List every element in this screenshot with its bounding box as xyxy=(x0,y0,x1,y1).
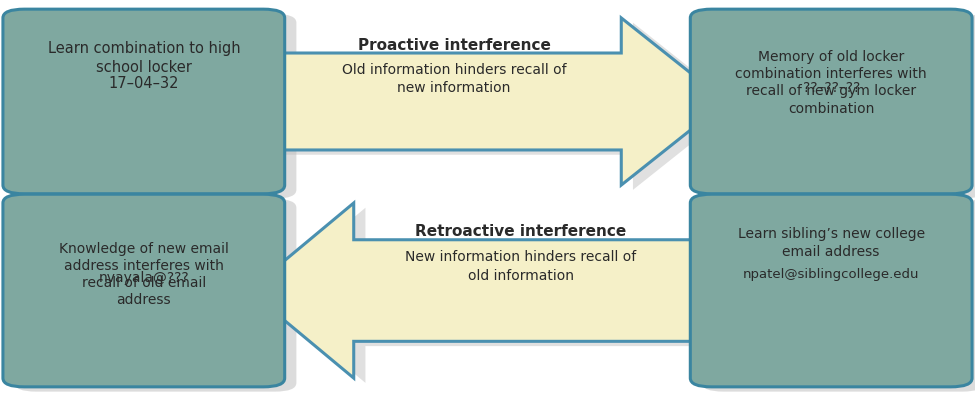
Text: 17–04–32: 17–04–32 xyxy=(108,76,179,92)
Text: Old information hinders recall of
new information: Old information hinders recall of new in… xyxy=(342,63,566,96)
Text: Knowledge of new email
address interferes with
recall of old email
address: Knowledge of new email address interfere… xyxy=(58,242,229,307)
Text: New information hinders recall of
old information: New information hinders recall of old in… xyxy=(406,250,637,283)
FancyBboxPatch shape xyxy=(702,199,975,392)
Text: Learn sibling’s new college
email address: Learn sibling’s new college email addres… xyxy=(738,228,924,259)
Polygon shape xyxy=(249,203,726,378)
Text: npatel@siblingcollege.edu: npatel@siblingcollege.edu xyxy=(743,268,919,281)
FancyBboxPatch shape xyxy=(690,194,972,387)
FancyBboxPatch shape xyxy=(15,199,296,392)
Text: ??–??–??: ??–??–?? xyxy=(802,80,860,95)
Text: Memory of old locker
combination interferes with
recall of new gym locker
combin: Memory of old locker combination interfe… xyxy=(735,50,927,115)
Polygon shape xyxy=(249,18,726,185)
Text: Learn combination to high
school locker: Learn combination to high school locker xyxy=(48,41,240,75)
Polygon shape xyxy=(260,208,738,383)
FancyBboxPatch shape xyxy=(3,194,285,387)
FancyBboxPatch shape xyxy=(3,9,285,194)
Text: nvayala@???: nvayala@??? xyxy=(98,271,189,285)
Text: Retroactive interference: Retroactive interference xyxy=(415,224,627,239)
FancyBboxPatch shape xyxy=(15,14,296,199)
Polygon shape xyxy=(260,23,738,190)
FancyBboxPatch shape xyxy=(702,14,975,199)
FancyBboxPatch shape xyxy=(690,9,972,194)
Text: Proactive interference: Proactive interference xyxy=(358,38,551,53)
